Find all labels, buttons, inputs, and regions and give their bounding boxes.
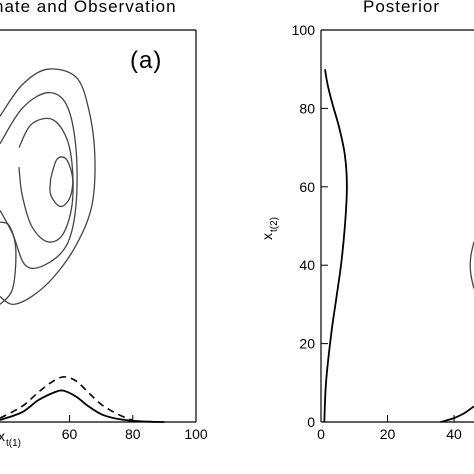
panel-left-series: [0, 376, 165, 423]
panel-left: nate and Observation (a) 60 80 100 x t(1): [0, 0, 208, 449]
right-y-tick-label: 100: [292, 22, 316, 38]
left-dashed-series-line: [0, 376, 134, 421]
left-x-tick-label: 80: [125, 426, 141, 442]
right-solid-series-line: [323, 69, 348, 423]
panel-right-ylabel-main: x: [259, 233, 275, 240]
right-contour-line: [469, 241, 474, 289]
left-x-tick-label: 60: [62, 426, 78, 442]
right-x-tick-label: 0: [317, 426, 325, 442]
panel-left-xlabel: x: [0, 428, 5, 444]
left-contour-line: [49, 156, 74, 208]
right-y-tick-label: 80: [299, 100, 315, 116]
left-x-tick-label: 100: [184, 426, 208, 442]
left-contour-line: [0, 92, 78, 270]
panel-left-xlabel-sub: t(1): [6, 438, 21, 449]
panel-right-ylabel-sub: t(2): [269, 217, 280, 232]
right-x-tick-label: 20: [380, 426, 396, 442]
panel-left-ticks: 60 80 100: [62, 415, 208, 442]
panel-right: Posterior 0 20 40 0 20 40 60 80 100 x t(2): [259, 0, 474, 442]
panel-left-contours: [0, 68, 96, 306]
left-contour-line: [18, 117, 74, 243]
panel-right-title: Posterior: [363, 0, 440, 16]
left-contour-line: [0, 221, 17, 305]
right-y-tick-label: 60: [299, 179, 315, 195]
right-x-tick-label: 40: [446, 426, 462, 442]
panel-right-series: [323, 69, 474, 423]
left-solid-series-line: [0, 389, 165, 423]
right-solid-series-line: [440, 405, 474, 423]
panel-left-label: (a): [130, 47, 162, 74]
right-y-tick-label: 40: [299, 257, 315, 273]
right-y-tick-label: 20: [299, 336, 315, 352]
panel-right-ylabel: x t(2): [259, 217, 280, 240]
right-y-tick-label: 0: [307, 414, 315, 430]
panel-right-contours: [469, 241, 474, 289]
left-contour-line: [0, 68, 96, 306]
panel-right-ticks: 0 20 40 0 20 40 60 80 100: [292, 22, 462, 442]
panel-left-title: nate and Observation: [0, 0, 177, 16]
